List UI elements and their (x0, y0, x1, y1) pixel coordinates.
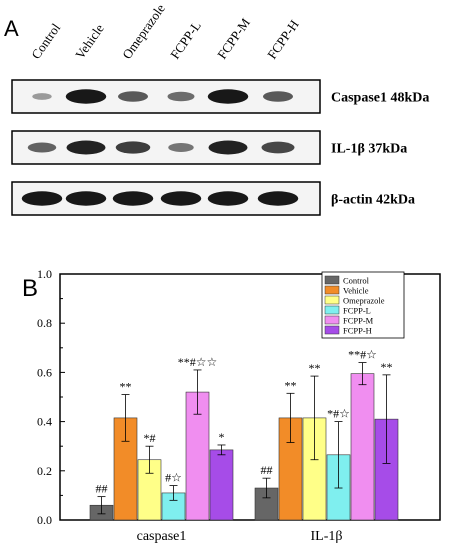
legend-swatch-fcpp-h (324, 325, 340, 335)
legend-swatch-fcpp-l (324, 305, 340, 315)
band-control (27, 142, 57, 153)
band-fcpp-h (261, 141, 295, 154)
panel-b-label: B (22, 275, 38, 302)
legend-label-control: Control (343, 276, 370, 286)
band-fcpp-l (168, 143, 194, 152)
band-omeprazole (118, 91, 148, 102)
legend-label-fcpp-m: FCPP-M (343, 316, 374, 326)
bar-fcpp-m-il-1 (350, 373, 375, 521)
band-fcpp-h (263, 91, 293, 102)
y-tick-label: 0.6 (37, 365, 52, 379)
legend-swatch-omeprazole (324, 295, 340, 305)
y-tick-label: 0.0 (37, 513, 52, 527)
blot-label: IL-1β 37kDa (331, 142, 407, 157)
y-tick-label: 0.8 (37, 316, 52, 330)
significance-label: **#☆ (348, 348, 377, 362)
band-control (32, 93, 52, 100)
significance-label: ** (381, 360, 393, 374)
lane-label-fcpp-h: FCPP-H (264, 17, 302, 62)
lane-label-omeprazole: Omeprazole (119, 1, 168, 62)
panel-a-label: A (4, 16, 19, 41)
legend-label-omeprazole: Omeprazole (343, 296, 385, 306)
x-category-label-il-1: IL-1β (311, 529, 343, 544)
band-fcpp-l (167, 91, 195, 102)
band-vehicle (65, 191, 107, 206)
blot-row-caspase1-48kda: Caspase1 48kDa (11, 79, 429, 114)
lane-label-fcpp-l: FCPP-L (167, 18, 204, 62)
panel-b: B 0.0 0.2 0.4 0.6 0.8 1.0 ## ** *# #☆ **#☆☆ * caspas… (22, 267, 441, 544)
band-vehicle (66, 140, 106, 155)
significance-label: ** (120, 380, 132, 394)
band-omeprazole (112, 191, 154, 206)
blot-rows: Caspase1 48kDa IL-1β 37kDa β-actin 42kDa (11, 79, 429, 216)
band-fcpp-l (160, 191, 202, 206)
y-tick-label: 0.4 (37, 415, 52, 429)
legend: ControlVehicleOmeprazoleFCPP-LFCPP-MFCPP… (321, 271, 405, 339)
legend-label-fcpp-l: FCPP-L (343, 306, 371, 316)
significance-label: ## (261, 463, 273, 477)
significance-label: ** (309, 361, 321, 375)
panel-a: A Control Vehicle Omeprazole FCPP-L FCPP-M FC… (4, 1, 429, 216)
lane-label-fcpp-m: FCPP-M (214, 15, 253, 62)
y-tick-label: 0.2 (37, 464, 52, 478)
significance-label: * (219, 430, 225, 444)
bar-fcpp-h-caspase1 (209, 449, 234, 521)
band-vehicle (65, 89, 107, 104)
y-tick-label: 1.0 (37, 267, 52, 281)
blot-row-il-1-37kda: IL-1β 37kDa (11, 130, 407, 165)
band-control (21, 191, 63, 206)
legend-swatch-control (324, 275, 340, 285)
band-fcpp-m (207, 89, 249, 104)
lane-label-vehicle: Vehicle (72, 21, 107, 62)
bar-chart: 0.0 0.2 0.4 0.6 0.8 1.0 ## ** *# #☆ **#☆☆ * caspase1… (37, 267, 441, 544)
significance-label: ** (285, 378, 297, 392)
band-fcpp-h (257, 191, 299, 206)
significance-label: ## (96, 482, 108, 496)
significance-label: *#☆ (327, 407, 350, 421)
lane-label-control: Control (28, 20, 63, 61)
significance-label: *# (144, 431, 156, 445)
legend-swatch-fcpp-m (324, 315, 340, 325)
band-omeprazole (115, 141, 151, 154)
significance-label: #☆ (165, 471, 182, 485)
legend-label-fcpp-h: FCPP-H (343, 326, 372, 336)
legend-swatch-vehicle (324, 285, 340, 295)
band-fcpp-m (208, 140, 248, 155)
blot-row-actin-42kda: β-actin 42kDa (11, 181, 415, 216)
significance-label: **#☆☆ (178, 355, 218, 369)
lane-labels: Control Vehicle Omeprazole FCPP-L FCPP-M FCPP… (28, 1, 302, 62)
blot-label: Caspase1 48kDa (331, 91, 429, 106)
legend-label-vehicle: Vehicle (343, 286, 369, 296)
band-fcpp-m (207, 191, 249, 206)
x-category-label-caspase1: caspase1 (137, 529, 187, 544)
blot-label: β-actin 42kDa (331, 193, 415, 208)
